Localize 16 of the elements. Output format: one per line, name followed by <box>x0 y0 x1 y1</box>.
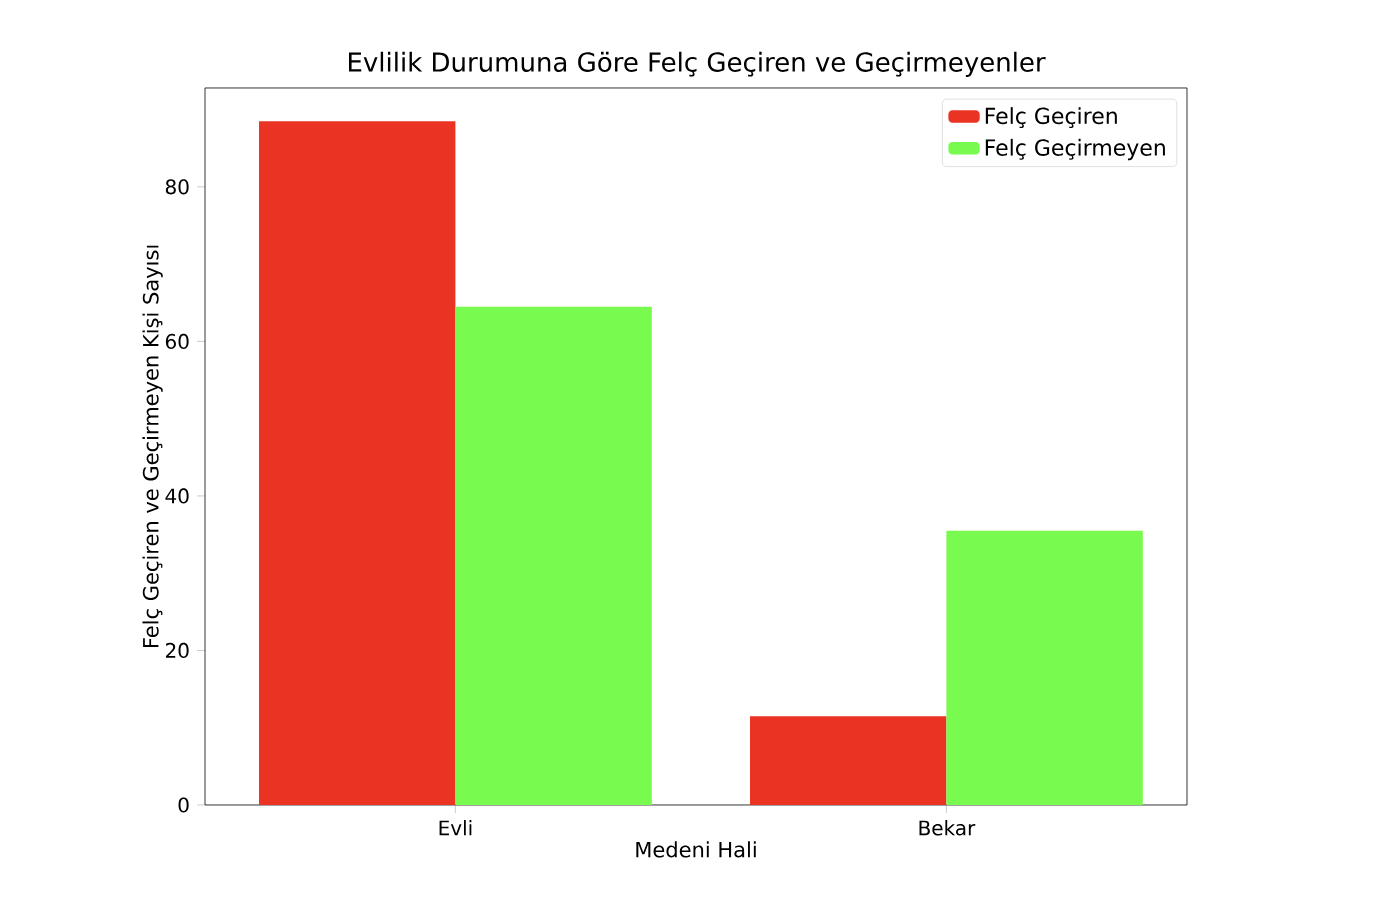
bar <box>455 306 652 805</box>
y-tick-label: 0 <box>178 797 189 813</box>
y-tick-label: 60 <box>165 333 189 349</box>
y-tick-label: 40 <box>165 488 189 504</box>
x-tick-label: Evli <box>439 820 472 836</box>
bar <box>750 716 947 805</box>
bar <box>946 530 1143 805</box>
y-tick-label: 80 <box>165 179 189 195</box>
chart-title: Evlilik Durumuna Göre Felç Geçiren ve Geçirmeyenler <box>349 51 1046 77</box>
x-axis-title: Medeni Hali <box>636 841 756 858</box>
y-axis-title: Felç Geçiren ve Geçirmeyen Kişi Sayısı <box>142 245 163 648</box>
legend-label: Felç Geçiren <box>985 107 1117 129</box>
y-tick-label: 20 <box>165 642 189 659</box>
bar <box>259 121 456 805</box>
legend-label: Felç Geçirmeyen <box>985 138 1165 161</box>
x-tick-label: Bekar <box>919 820 976 836</box>
